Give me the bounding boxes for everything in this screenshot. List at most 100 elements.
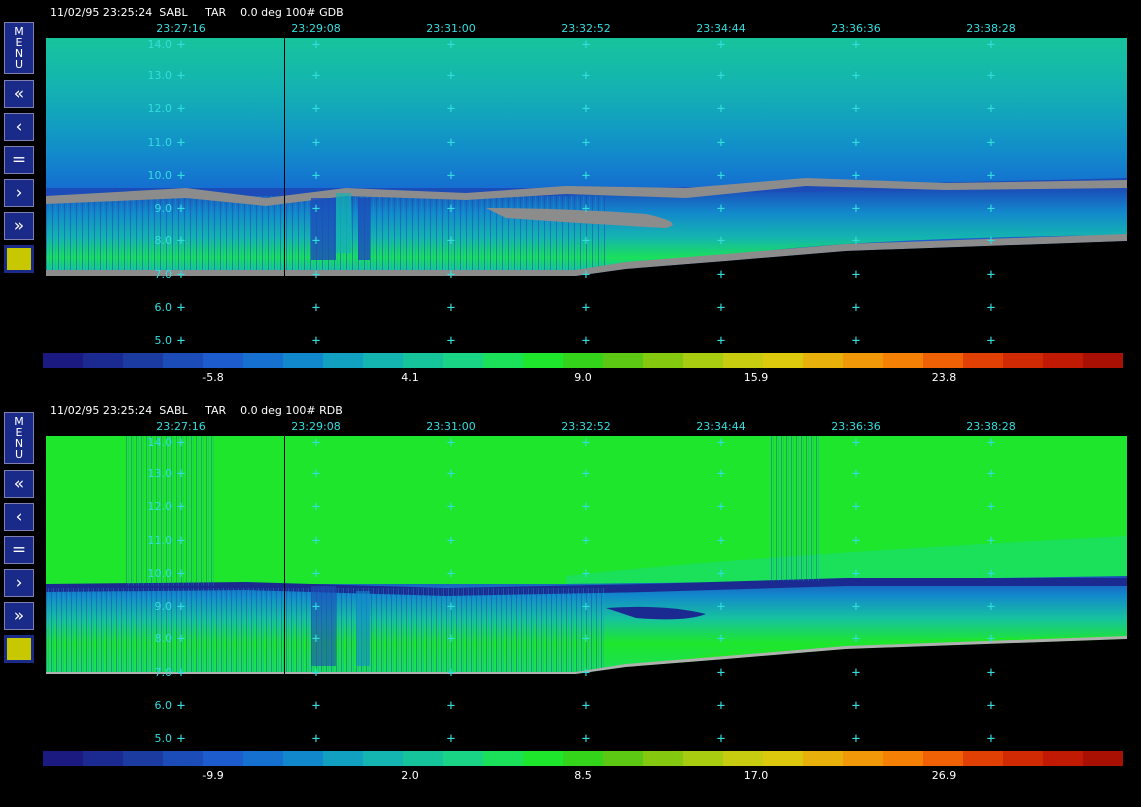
grid-marker: + <box>581 435 591 451</box>
step-forward-button[interactable]: › <box>4 179 34 207</box>
grid-marker: + <box>986 665 996 681</box>
time-cursor-rdb[interactable] <box>284 436 285 674</box>
grid-marker: + <box>446 37 456 53</box>
rdb-reflectivity-svg <box>46 436 1127 674</box>
color-swatch <box>523 353 563 368</box>
grid-marker: + <box>176 37 186 53</box>
grid-marker: + <box>986 599 996 615</box>
fast-forward-button[interactable]: » <box>4 212 34 240</box>
time-label: 23:27:16 <box>156 420 206 433</box>
grid-marker: + <box>716 333 726 349</box>
grid-marker: + <box>851 731 861 747</box>
grid-marker: + <box>716 466 726 482</box>
color-swatch <box>923 353 963 368</box>
grid-marker: + <box>581 168 591 184</box>
grid-marker: + <box>176 333 186 349</box>
grid-marker: + <box>986 37 996 53</box>
grid-marker: + <box>851 37 861 53</box>
fast-rewind-button[interactable]: « <box>4 470 34 498</box>
grid-marker: + <box>851 631 861 647</box>
grid-marker: + <box>851 333 861 349</box>
grid-marker: + <box>176 631 186 647</box>
scale-label: -9.9 <box>202 769 224 782</box>
time-cursor-gdb[interactable] <box>284 38 285 276</box>
grid-marker: + <box>176 665 186 681</box>
grid-marker: + <box>176 168 186 184</box>
color-swatch <box>43 751 83 766</box>
time-label: 23:31:00 <box>426 420 476 433</box>
grid-marker: + <box>311 499 321 515</box>
step-back-button[interactable]: ‹ <box>4 503 34 531</box>
altitude-label: 11.0 <box>147 534 173 547</box>
gdb-radar-image <box>46 38 1127 276</box>
color-swatch <box>43 353 83 368</box>
grid-marker: + <box>176 435 186 451</box>
time-label: 23:38:28 <box>966 420 1016 433</box>
color-swatch <box>1083 751 1123 766</box>
color-swatch <box>523 751 563 766</box>
grid-marker: + <box>851 101 861 117</box>
color-swatch <box>123 751 163 766</box>
grid-marker: + <box>851 168 861 184</box>
pause-button[interactable]: = <box>4 536 34 564</box>
color-swatch <box>203 751 243 766</box>
grid-marker: + <box>311 68 321 84</box>
altitude-label: 13.0 <box>147 69 173 82</box>
grid-marker: + <box>176 267 186 283</box>
grid-marker: + <box>581 533 591 549</box>
grid-marker: + <box>311 333 321 349</box>
grid-marker: + <box>581 599 591 615</box>
color-select-button[interactable] <box>4 245 34 273</box>
pause-button[interactable]: = <box>4 146 34 174</box>
color-swatch <box>83 751 123 766</box>
color-select-button[interactable] <box>4 635 34 663</box>
grid-marker: + <box>176 731 186 747</box>
scale-label: 9.0 <box>574 371 592 384</box>
grid-marker: + <box>986 499 996 515</box>
grid-marker: + <box>311 599 321 615</box>
grid-marker: + <box>446 168 456 184</box>
color-scale-rdb <box>43 751 1123 766</box>
grid-marker: + <box>446 466 456 482</box>
grid-marker: + <box>311 300 321 316</box>
altitude-label: 13.0 <box>147 467 173 480</box>
color-swatch <box>763 353 803 368</box>
scale-label: 4.1 <box>401 371 419 384</box>
grid-marker: + <box>716 665 726 681</box>
step-forward-button[interactable]: › <box>4 569 34 597</box>
grid-marker: + <box>851 665 861 681</box>
altitude-label: 5.0 <box>154 334 173 347</box>
grid-marker: + <box>176 533 186 549</box>
color-swatch <box>203 353 243 368</box>
grid-marker: + <box>311 267 321 283</box>
altitude-label: 14.0 <box>147 436 173 449</box>
color-swatch <box>403 353 443 368</box>
grid-marker: + <box>716 533 726 549</box>
grid-marker: + <box>581 466 591 482</box>
altitude-label: 5.0 <box>154 732 173 745</box>
time-label: 23:34:44 <box>696 22 746 35</box>
color-swatch <box>123 353 163 368</box>
step-back-button[interactable]: ‹ <box>4 113 34 141</box>
color-swatch <box>483 751 523 766</box>
altitude-label: 12.0 <box>147 102 173 115</box>
grid-marker: + <box>581 499 591 515</box>
color-swatch <box>963 751 1003 766</box>
grid-marker: + <box>176 499 186 515</box>
grid-marker: + <box>986 566 996 582</box>
grid-marker: + <box>311 435 321 451</box>
grid-marker: + <box>311 731 321 747</box>
grid-marker: + <box>446 333 456 349</box>
altitude-label: 11.0 <box>147 136 173 149</box>
scale-label: 8.5 <box>574 769 592 782</box>
color-swatch <box>403 751 443 766</box>
color-swatch <box>1043 751 1083 766</box>
grid-marker: + <box>311 566 321 582</box>
grid-marker: + <box>176 135 186 151</box>
altitude-label: 10.0 <box>147 567 173 580</box>
fast-rewind-button[interactable]: « <box>4 80 34 108</box>
fast-forward-button[interactable]: » <box>4 602 34 630</box>
grid-marker: + <box>446 631 456 647</box>
